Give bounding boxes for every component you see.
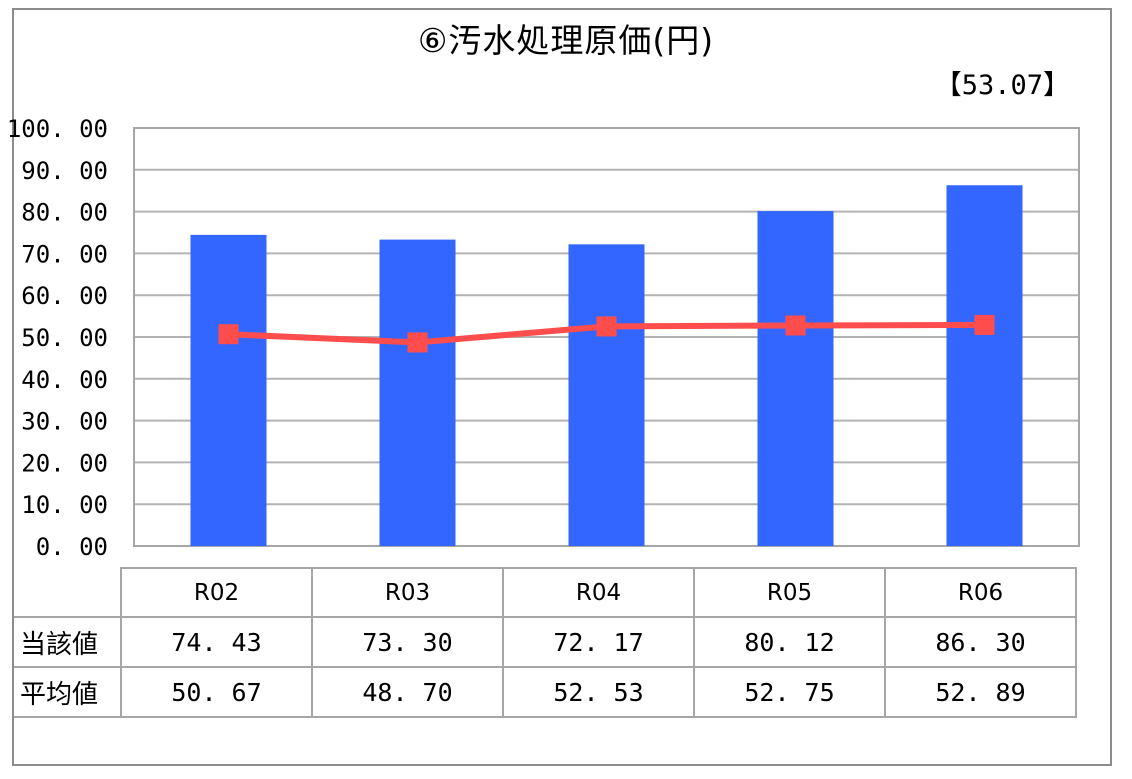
table-header-cell: R04: [502, 567, 695, 618]
y-tick-label: 40. 00: [21, 366, 108, 394]
table-header-cell: R05: [693, 567, 886, 618]
table-cell: 72. 17: [502, 616, 695, 668]
chart-title: ⑥汚水処理原価(円): [417, 21, 715, 60]
y-tick-label: 30. 00: [21, 408, 108, 436]
y-tick-label: 80. 00: [21, 199, 108, 227]
table-cell: 52. 53: [502, 666, 695, 718]
line-marker: [974, 314, 995, 335]
y-tick-label: 90. 00: [21, 157, 108, 185]
table-cell: 86. 30: [884, 616, 1077, 668]
bar: [946, 185, 1023, 547]
data-table: R02 R03 R04 R05 R06 当該値 74. 43 73. 30 72…: [14, 567, 1077, 718]
table-cell: 73. 30: [311, 616, 504, 668]
table-cell: 80. 12: [693, 616, 886, 668]
table-header-cell: R03: [311, 567, 504, 618]
table-cell: 52. 75: [693, 666, 886, 718]
bar: [568, 244, 645, 546]
y-tick-label: 60. 00: [21, 282, 108, 310]
y-tick-label: 0. 00: [36, 533, 108, 561]
table-cell: 50. 67: [120, 666, 313, 718]
reference-value: 【53.07】: [934, 70, 1070, 101]
line-marker: [785, 315, 806, 336]
y-tick-label: 20. 00: [21, 449, 108, 477]
table-header-cell: R02: [120, 567, 313, 618]
row-label-average: 平均値: [14, 666, 122, 718]
y-tick-label: 50. 00: [21, 324, 108, 352]
table-cell: 48. 70: [311, 666, 504, 718]
table-corner: [14, 568, 122, 618]
bar: [379, 239, 456, 546]
row-label-current: 当該値: [14, 616, 122, 668]
y-tick-label: 100. 00: [7, 115, 108, 143]
table-row: 平均値 50. 67 48. 70 52. 53 52. 75 52. 89: [14, 666, 1077, 718]
table-row: 当該値 74. 43 73. 30 72. 17 80. 12 86. 30: [14, 616, 1077, 668]
y-tick-label: 70. 00: [21, 240, 108, 268]
bar: [190, 234, 267, 546]
line-marker: [407, 332, 428, 353]
table-cell: 52. 89: [884, 666, 1077, 718]
table-header-cell: R06: [884, 567, 1077, 618]
line-marker: [596, 316, 617, 337]
table-header-row: R02 R03 R04 R05 R06: [14, 567, 1077, 618]
line-marker: [218, 324, 239, 345]
y-tick-label: 10. 00: [21, 491, 108, 519]
bar: [757, 211, 834, 547]
table-cell: 74. 43: [120, 616, 313, 668]
